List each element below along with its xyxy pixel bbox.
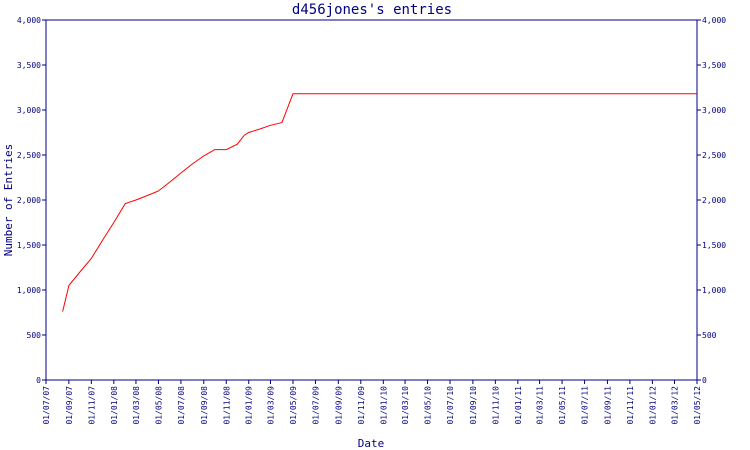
y-tick-label-right: 1,000 (702, 286, 726, 295)
x-tick-label: 01/11/07 (87, 386, 96, 425)
y-tick-label-left: 4,000 (17, 16, 41, 25)
x-tick-label: 01/09/07 (65, 386, 74, 425)
y-tick-label-right: 0 (702, 376, 707, 385)
x-tick-label: 01/03/10 (401, 386, 410, 425)
y-tick-label-left: 2,000 (17, 196, 41, 205)
x-tick-label: 01/01/11 (514, 386, 523, 425)
x-tick-label: 01/09/11 (603, 386, 612, 425)
y-tick-label-left: 1,500 (17, 241, 41, 250)
plot-frame (45, 19, 698, 381)
y-axis-title: Number of Entries (2, 144, 15, 257)
x-tick-label: 01/07/09 (311, 386, 320, 425)
series-line-entries (62, 93, 697, 312)
x-tick-label: 01/09/08 (200, 386, 209, 425)
y-tick-label-left: 3,000 (17, 106, 41, 115)
chart-title: d456jones's entries (292, 2, 452, 18)
x-tick-label: 01/11/08 (222, 386, 231, 425)
x-tick-label: 01/03/11 (536, 386, 545, 425)
x-tick-label: 01/03/12 (671, 386, 680, 425)
x-tick-label: 01/11/10 (491, 386, 500, 425)
x-tick-label: 01/05/10 (424, 386, 433, 425)
x-tick-label: 01/05/12 (693, 386, 702, 425)
x-tick-label: 01/07/11 (581, 386, 590, 425)
y-tick-label-right: 4,000 (702, 16, 726, 25)
y-tick-label-right: 1,500 (702, 241, 726, 250)
y-tick-label-left: 0 (36, 376, 41, 385)
y-tick-label-left: 2,500 (17, 151, 41, 160)
x-tick-label: 01/11/09 (357, 386, 366, 425)
x-tick-label: 01/03/08 (132, 386, 141, 425)
x-tick-label: 01/01/09 (245, 386, 254, 425)
y-tick-label-right: 500 (702, 331, 717, 340)
y-axis-left: 0 500 1,000 1,500 2,000 2,500 3,000 3,500 4,000 (17, 16, 46, 385)
x-tick-label: 01/01/12 (648, 386, 657, 425)
x-axis-title: Date (358, 437, 385, 450)
x-tick-label: 01/05/08 (154, 386, 163, 425)
x-tick-label: 01/01/08 (110, 386, 119, 425)
y-tick-label-left: 500 (27, 331, 42, 340)
y-tick-label-left: 1,000 (17, 286, 41, 295)
x-tick-label: 01/11/11 (626, 386, 635, 425)
x-axis: 01/07/07 01/09/07 01/11/07 01/01/08 01/03/08… (42, 380, 702, 425)
x-tick-label: 01/03/09 (266, 386, 275, 425)
y-tick-label-right: 3,500 (702, 61, 726, 70)
y-tick-label-left: 3,500 (17, 61, 41, 70)
x-tick-label: 01/09/10 (469, 386, 478, 425)
x-tick-label: 01/05/11 (558, 386, 567, 425)
x-tick-label: 01/07/08 (177, 386, 186, 425)
x-tick-label: 01/07/10 (446, 386, 455, 425)
y-tick-label-right: 2,500 (702, 151, 726, 160)
y-axis-right: 0 500 1,000 1,500 2,000 2,500 3,000 3,500 4,000 (697, 16, 726, 385)
y-tick-label-right: 2,000 (702, 196, 726, 205)
y-tick-label-right: 3,000 (702, 106, 726, 115)
x-tick-label: 01/05/09 (289, 386, 298, 425)
x-tick-label: 01/09/09 (334, 386, 343, 425)
x-tick-label: 01/07/07 (42, 386, 51, 425)
x-tick-label: 01/01/10 (379, 386, 388, 425)
